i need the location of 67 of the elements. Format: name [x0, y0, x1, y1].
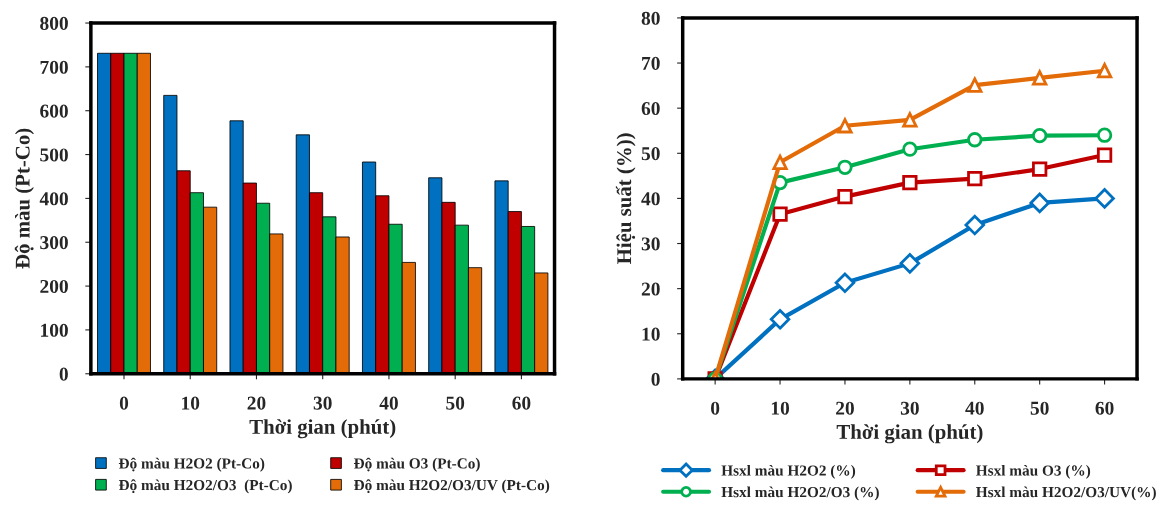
point: [964, 214, 985, 236]
y-tick-label: 300: [40, 236, 68, 250]
x-tick-label: 40: [965, 401, 984, 415]
x-tick-label: 50: [1030, 401, 1049, 415]
point: [1029, 192, 1050, 214]
point: [1032, 70, 1048, 86]
x-tick-label: 30: [900, 401, 919, 415]
x-tick-label: 20: [836, 401, 854, 415]
point: [902, 174, 918, 191]
point: [967, 170, 983, 187]
y-tick-label: 700: [40, 60, 68, 74]
x-tick-label: 0: [711, 401, 720, 415]
legend-label: Độ màu H2O2/O3 (Pt-Co): [118, 479, 292, 494]
point: [772, 206, 788, 222]
y-tick-label: 500: [40, 148, 68, 162]
point: [1032, 128, 1048, 144]
y-axis-title: Độ màu (Pt-Co): [14, 128, 34, 269]
point: [1096, 63, 1113, 79]
legend-label: Độ màu H2O2 (Pt-Co): [118, 457, 265, 472]
y-tick-label: 600: [40, 104, 68, 118]
legend-label: Hsxl màu H2O2 (%): [721, 464, 856, 479]
y-tick-label: 10: [642, 327, 660, 341]
x-tick-label: 10: [771, 401, 790, 415]
point: [1096, 147, 1113, 163]
x-axis-title: Thời gian (phút): [249, 419, 396, 439]
point: [837, 159, 853, 175]
x-tick-label: 20: [247, 396, 266, 410]
x-tick-label: 60: [512, 396, 531, 410]
y-tick-label: 60: [641, 101, 660, 116]
point: [967, 132, 983, 148]
point: [902, 141, 918, 157]
legend-label: Độ màu H2O2/O3/UV (Pt-Co): [353, 479, 550, 494]
x-axis-title: Thời gian (phút): [836, 424, 983, 444]
legend-label: Hsxl màu H2O2/O3/UV(%): [976, 486, 1156, 501]
y-tick-label: 20: [641, 282, 660, 296]
point: [837, 118, 853, 134]
x-tick-label: 60: [1095, 401, 1114, 415]
point: [772, 154, 788, 170]
y-tick-label: 800: [40, 16, 68, 30]
y-tick-label: 40: [641, 192, 660, 206]
y-tick-label: 70: [642, 56, 660, 70]
point: [899, 253, 921, 274]
y-tick-label: 100: [41, 323, 68, 337]
x-tick-label: 50: [446, 396, 465, 410]
point: [902, 112, 918, 128]
legend-label: Độ màu O3 (Pt-Co): [353, 457, 480, 472]
point: [769, 309, 791, 330]
legend-label: Hsxl màu O3 (%): [976, 464, 1091, 479]
x-tick-label: 40: [379, 396, 398, 410]
x-tick-label: 30: [313, 396, 332, 410]
point: [834, 272, 856, 293]
y-tick-label: 80: [641, 11, 660, 25]
point: [1032, 161, 1048, 177]
point: [1094, 188, 1115, 209]
y-tick-label: 50: [641, 147, 660, 161]
x-tick-label: 0: [119, 396, 129, 410]
y-tick-label: 30: [641, 237, 660, 251]
y-tick-label: 200: [40, 279, 68, 294]
y-tick-label: 0: [59, 367, 68, 381]
y-tick-label: 400: [39, 192, 68, 206]
point: [967, 77, 983, 93]
y-axis-title: Hiệu suất (%)): [615, 133, 636, 265]
y-tick-label: 0: [651, 372, 660, 386]
legend-label: Hsxl màu H2O2/O3 (%): [721, 486, 879, 501]
point: [1096, 127, 1113, 143]
x-tick-label: 10: [182, 396, 200, 410]
point: [837, 188, 853, 205]
